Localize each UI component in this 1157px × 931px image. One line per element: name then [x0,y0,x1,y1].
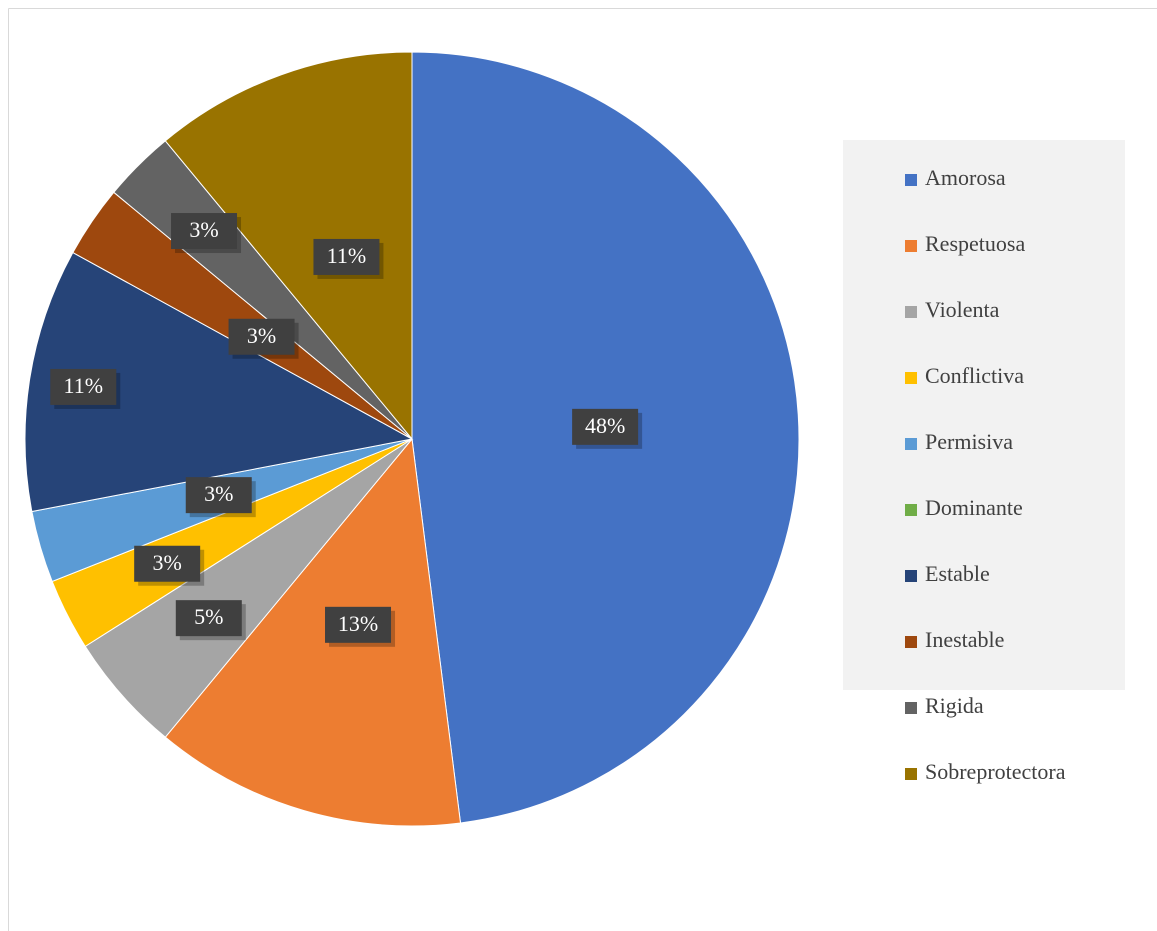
legend-swatch [905,240,917,252]
legend-swatch [905,636,917,648]
label-box [228,318,295,355]
legend-label: Dominante [925,495,1023,520]
legend-swatch [905,702,917,714]
legend-swatch [905,174,917,186]
data-label: 3% [247,323,276,348]
legend-label: Permisiva [925,429,1013,454]
legend-label: Estable [925,561,990,586]
pie-slice [164,51,413,441]
legend-swatch [905,306,917,318]
label-box [325,606,392,643]
data-label: 11% [327,243,367,268]
data-label: 48% [585,413,625,438]
data-label: 13% [338,611,378,636]
legend-label: Violenta [925,297,1000,322]
label-box [171,213,238,250]
data-label: 3% [153,550,182,575]
legend-label: Rigida [925,693,984,718]
data-label: 3% [189,217,218,242]
legend-label: Sobreprotectora [925,759,1066,784]
legend-swatch [905,768,917,780]
data-label: 5% [194,604,223,629]
legend-swatch [905,570,917,582]
data-label: 11% [64,373,104,398]
pie-slice [164,437,462,827]
label-box [313,238,380,275]
data-label: 3% [204,481,233,506]
label-box [134,545,201,582]
legend-swatch [905,438,917,450]
label-box [185,477,252,514]
legend-label: Inestable [925,627,1004,652]
legend-swatch [905,504,917,516]
label-box [572,408,639,445]
legend-box [843,140,1125,690]
legend-label: Amorosa [925,165,1006,190]
pie-slice [24,251,414,513]
legend-swatch [905,372,917,384]
legend-label: Respetuosa [925,231,1025,256]
legend-label: Conflictiva [925,363,1024,388]
label-box [175,600,242,637]
label-box [50,368,117,405]
